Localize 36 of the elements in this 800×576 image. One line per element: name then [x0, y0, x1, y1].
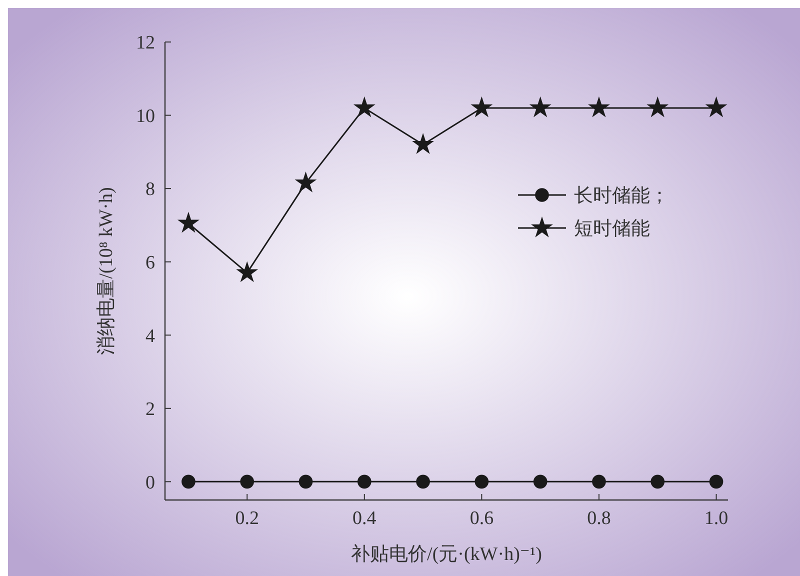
point	[182, 474, 196, 489]
y-tick-label: 12	[136, 32, 155, 54]
point	[650, 474, 665, 489]
legend-label: 长时储能；	[574, 186, 669, 207]
point	[236, 261, 258, 282]
point	[709, 474, 724, 489]
point	[529, 96, 552, 118]
y-tick-label: 0	[146, 472, 155, 494]
point	[470, 96, 493, 118]
point	[240, 474, 254, 489]
point	[298, 474, 313, 489]
legend-label: 短时储能	[574, 218, 650, 240]
y-tick-label: 8	[146, 179, 155, 200]
point	[646, 96, 669, 118]
point	[705, 96, 728, 118]
point	[533, 474, 548, 489]
y-axis-title: 消纳电量/(10⁸ kW·h)	[96, 187, 117, 355]
y-tick-label: 6	[146, 252, 155, 274]
point	[588, 96, 610, 118]
point	[357, 474, 372, 489]
x-tick-label: 0.2	[235, 508, 259, 529]
x-tick-label: 0.4	[352, 508, 377, 529]
point	[412, 133, 434, 154]
x-tick-label: 0.6	[470, 508, 494, 529]
point	[294, 172, 317, 192]
y-tick-label: 4	[146, 326, 156, 347]
point	[474, 474, 489, 489]
point	[177, 212, 200, 233]
y-tick-label: 10	[136, 106, 155, 127]
point	[416, 474, 430, 489]
x-tick-label: 0.8	[587, 508, 611, 529]
y-tick-label: 2	[146, 399, 155, 420]
point	[592, 474, 606, 489]
x-axis-title: 补贴电价/(元·(kW·h)⁻¹)	[351, 543, 542, 565]
point	[353, 96, 376, 118]
x-tick-label: 1.0	[704, 508, 728, 529]
